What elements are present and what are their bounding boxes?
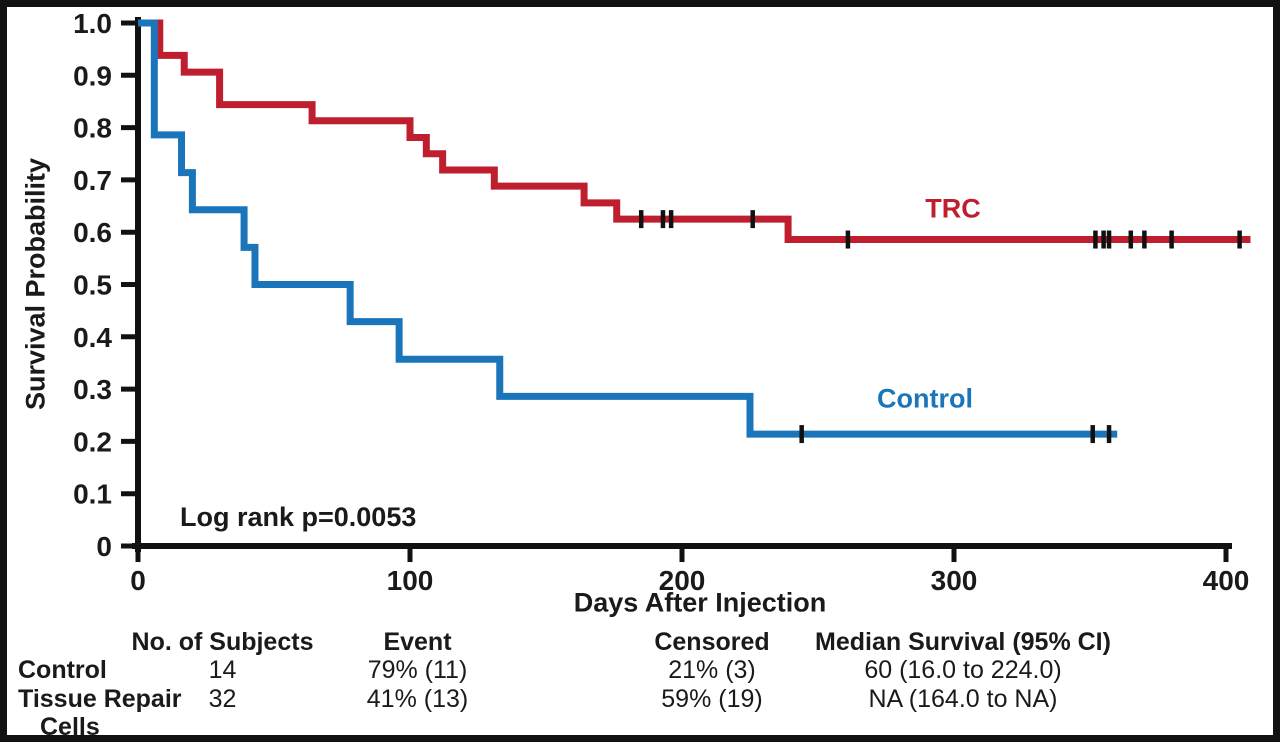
y-tick-label: 0.3 [73,374,112,405]
table-row-label-trc: Tissue Repair [18,685,182,713]
table-header-censored: Censored [654,628,770,656]
x-tick-label: 200 [659,565,706,596]
x-tick-label: 300 [931,565,978,596]
y-tick-label: 0.9 [73,60,112,91]
table-header-subjects: No. of Subjects [131,628,314,656]
table-cell-subjects: 32 [208,685,237,713]
y-tick-label: 0.1 [73,479,112,510]
logrank-annotation: Log rank p=0.0053 [180,502,417,532]
table-cell-median: NA (164.0 to NA) [868,685,1058,713]
table-cell-censored: 59% (19) [661,685,763,713]
series-label-trc: TRC [925,193,981,224]
table-cell-censored: 21% (3) [668,656,756,684]
x-tick-label: 0 [130,565,146,596]
table-cell-event: 41% (13) [366,685,469,713]
table-row-label-control: Control [18,656,107,684]
y-tick-label: 0.5 [73,270,112,301]
table-row-label-trc-wrap: Cells [40,713,100,741]
y-tick-label: 0.8 [73,113,112,144]
y-tick-label: 0.6 [73,217,112,248]
y-axis-title: Survival Probability [20,157,51,411]
y-tick-label: 0.4 [73,322,112,353]
table-cell-subjects: 14 [208,656,237,684]
survival-curve-trc [138,19,1251,244]
table-cell-median: 60 (16.0 to 224.0) [864,656,1062,684]
x-tick-label: 100 [387,565,434,596]
x-tick-label: 400 [1203,565,1250,596]
y-tick-label: 0.2 [73,426,112,457]
table-header-median: Median Survival (95% CI) [815,628,1111,656]
series-label-control: Control [877,383,973,414]
y-tick-label: 0 [96,531,112,562]
survival-curve-control [138,19,1118,438]
y-tick-label: 1.0 [73,8,112,39]
table-cell-event: 79% (11) [367,656,468,684]
table-header-event: Event [383,628,452,656]
x-axis-title: Days After Injection [573,587,827,618]
y-tick-label: 0.7 [73,165,112,196]
